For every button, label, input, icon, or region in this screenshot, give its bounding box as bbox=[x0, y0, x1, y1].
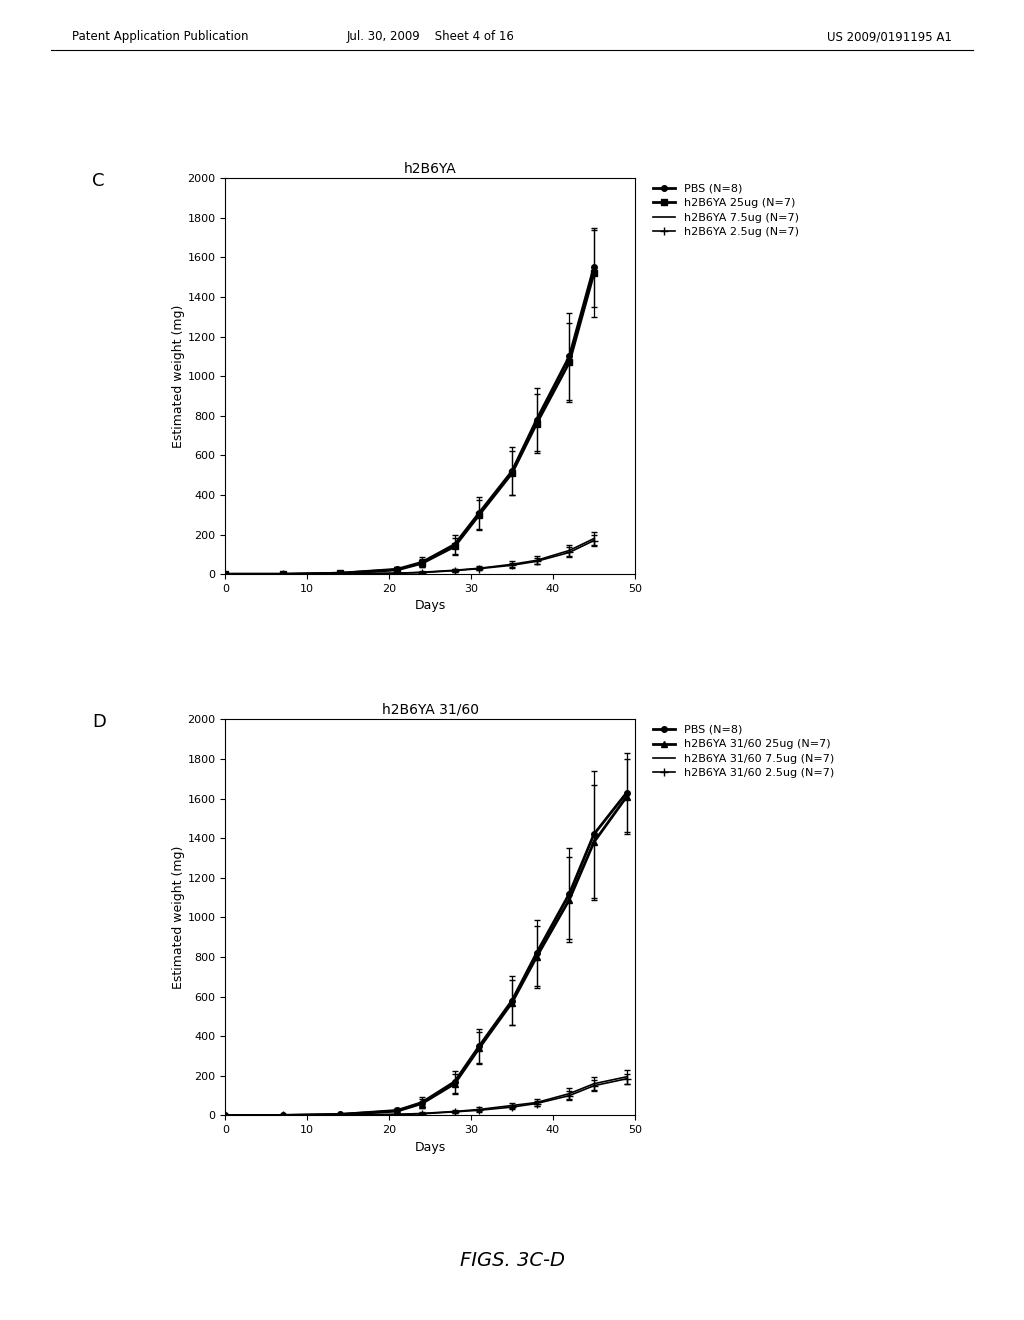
Text: FIGS. 3C-D: FIGS. 3C-D bbox=[460, 1251, 564, 1270]
Text: C: C bbox=[92, 172, 104, 190]
Text: US 2009/0191195 A1: US 2009/0191195 A1 bbox=[827, 30, 952, 44]
Legend: PBS (N=8), h2B6YA 31/60 25ug (N=7), h2B6YA 31/60 7.5ug (N=7), h2B6YA 31/60 2.5ug: PBS (N=8), h2B6YA 31/60 25ug (N=7), h2B6… bbox=[652, 725, 835, 779]
X-axis label: Days: Days bbox=[415, 1140, 445, 1154]
Title: h2B6YA 31/60: h2B6YA 31/60 bbox=[382, 702, 478, 717]
Text: D: D bbox=[92, 713, 106, 731]
Title: h2B6YA: h2B6YA bbox=[403, 161, 457, 176]
Legend: PBS (N=8), h2B6YA 25ug (N=7), h2B6YA 7.5ug (N=7), h2B6YA 2.5ug (N=7): PBS (N=8), h2B6YA 25ug (N=7), h2B6YA 7.5… bbox=[652, 183, 799, 238]
Y-axis label: Estimated weight (mg): Estimated weight (mg) bbox=[172, 305, 184, 447]
Y-axis label: Estimated weight (mg): Estimated weight (mg) bbox=[172, 846, 184, 989]
Text: Patent Application Publication: Patent Application Publication bbox=[72, 30, 248, 44]
Text: Jul. 30, 2009    Sheet 4 of 16: Jul. 30, 2009 Sheet 4 of 16 bbox=[346, 30, 514, 44]
X-axis label: Days: Days bbox=[415, 599, 445, 612]
